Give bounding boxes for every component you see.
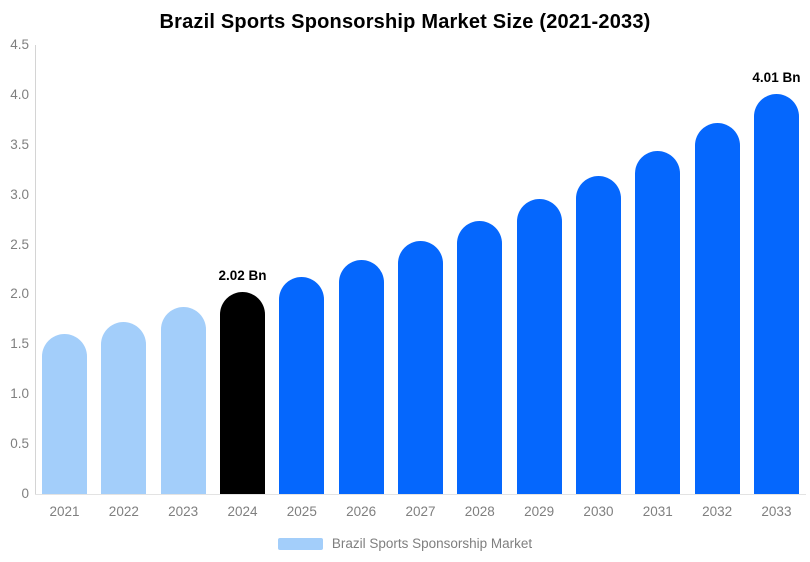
y-axis-line	[35, 45, 36, 494]
y-tick-label-2.0: 2.0	[10, 286, 29, 302]
bar-column-2031: 2031	[635, 45, 681, 519]
legend: Brazil Sports Sponsorship Market	[0, 536, 810, 551]
x-tick-label-2026: 2026	[346, 504, 377, 519]
x-tick-label-2025: 2025	[286, 504, 317, 519]
y-tick-label-4.5: 4.5	[10, 37, 29, 52]
bar-value-label-2024: 2.02 Bn	[218, 268, 267, 284]
bar-2021	[42, 334, 87, 494]
bar-2033	[753, 93, 799, 494]
x-tick-label-2024: 2024	[227, 504, 258, 519]
x-tick-label-2029: 2029	[524, 504, 555, 519]
x-tick-label-2028: 2028	[464, 504, 495, 519]
x-tick-label-2032: 2032	[702, 504, 733, 519]
bar-2026	[338, 259, 384, 494]
bar-2022	[101, 322, 147, 494]
bar-2031	[635, 150, 681, 494]
y-axis-labels: 0 0.5 1.0 1.5 2.0 2.5 3.0 3.5 4.0 4.5	[0, 0, 29, 562]
y-tick-label-3.0: 3.0	[10, 186, 29, 202]
bar-column-2022: 2022	[101, 45, 147, 519]
bar-column-2028: 2028	[457, 45, 503, 519]
bar-column-2029: 2029	[516, 45, 562, 519]
bar-2025	[279, 276, 325, 494]
bar-column-2021: 2021	[42, 45, 87, 519]
chart-title: Brazil Sports Sponsorship Market Size (2…	[159, 11, 651, 33]
y-tick-label-4.0: 4.0	[10, 86, 29, 102]
bar-2024	[219, 292, 265, 494]
bar-column-2023: 2023	[160, 45, 206, 519]
bars: 2021 2022 2023 2.02 Bn 2024 2025 2026 2027 2028 2…	[42, 45, 801, 519]
bar-2030	[575, 175, 621, 494]
bar-2029	[516, 198, 562, 494]
y-tick-label-1.5: 1.5	[10, 336, 29, 352]
bar-column-2030: 2030	[575, 45, 621, 519]
bar-2028	[457, 220, 503, 494]
bar-column-2027: 2027	[397, 45, 443, 519]
bar-2027	[397, 240, 443, 494]
bar-column-2026: 2026	[338, 45, 384, 519]
y-tick-label-3.5: 3.5	[10, 136, 29, 152]
legend-label: Brazil Sports Sponsorship Market	[331, 536, 533, 551]
legend-swatch	[277, 537, 323, 550]
bar-column-2024: 2.02 Bn 2024	[218, 45, 267, 519]
x-tick-label-2031: 2031	[642, 504, 673, 519]
bar-value-label-2033: 4.01 Bn	[752, 69, 801, 85]
bar-2023	[160, 307, 206, 494]
y-tick-label-0: 0	[21, 486, 29, 501]
bar-column-2025: 2025	[279, 45, 325, 519]
x-tick-label-2033: 2033	[761, 504, 792, 519]
y-tick-label-1.0: 1.0	[10, 386, 29, 402]
bar-column-2032: 2032	[694, 45, 740, 519]
y-tick-label-2.5: 2.5	[10, 236, 29, 252]
x-tick-label-2021: 2021	[49, 504, 80, 519]
x-tick-label-2027: 2027	[405, 504, 436, 519]
x-tick-label-2022: 2022	[108, 504, 139, 519]
x-axis-line	[35, 494, 806, 495]
x-tick-label-2030: 2030	[583, 504, 614, 519]
x-tick-label-2023: 2023	[168, 504, 199, 519]
bar-2032	[694, 122, 740, 494]
y-tick-label-0.5: 0.5	[10, 436, 29, 452]
bar-column-2033: 4.01 Bn 2033	[752, 45, 801, 519]
